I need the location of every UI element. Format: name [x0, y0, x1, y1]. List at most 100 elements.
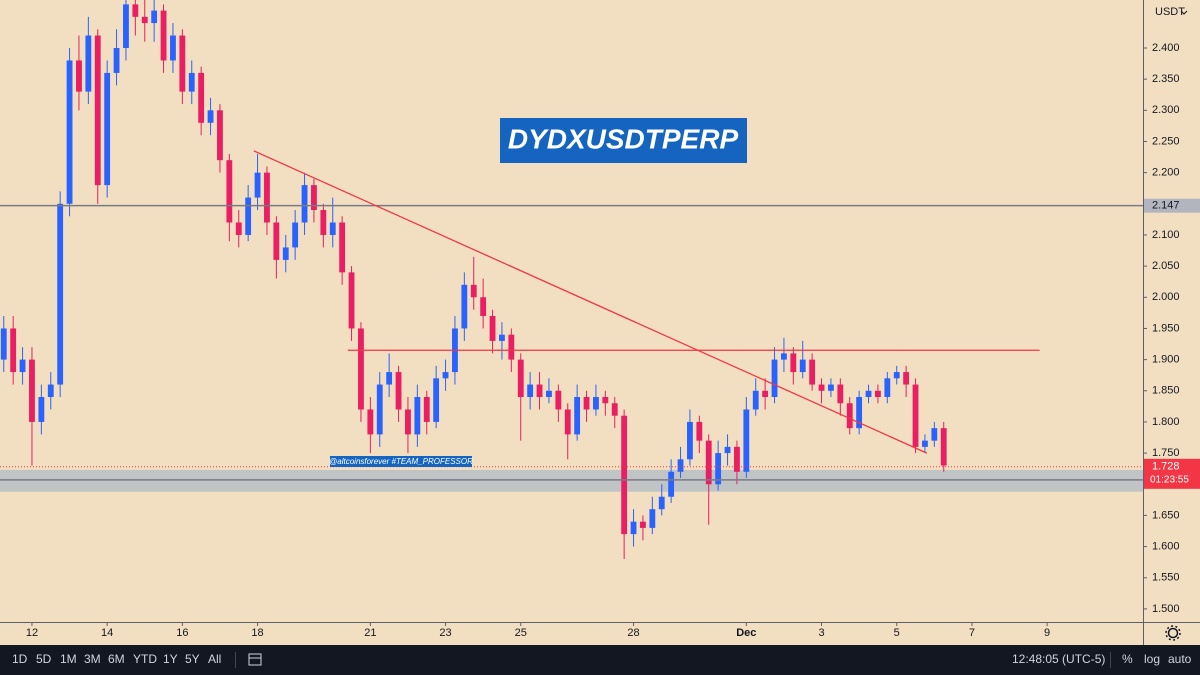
y-tick-label: 1.950 [1152, 322, 1180, 334]
candle-body [367, 409, 374, 435]
log-toggle[interactable]: log [1144, 652, 1160, 666]
range-button[interactable]: 1Y [163, 652, 178, 666]
x-tick-label: 7 [969, 627, 975, 639]
candle-body [264, 172, 270, 223]
candle-body [160, 10, 167, 61]
candle-body [414, 397, 421, 435]
range-button[interactable]: All [208, 652, 221, 666]
candle-body [339, 222, 346, 273]
candle-body [179, 35, 186, 92]
candle-body [188, 72, 195, 92]
candle-body [734, 446, 740, 472]
range-button[interactable]: 5Y [185, 652, 200, 666]
candle-body [837, 384, 844, 404]
candle-body [273, 222, 280, 260]
candle-body [602, 397, 609, 404]
candle-body [931, 428, 938, 441]
gear[interactable] [1167, 627, 1179, 639]
price-line-label: 2.147 [1152, 200, 1180, 212]
candle-body [85, 35, 92, 92]
y-tick-label: 2.050 [1152, 260, 1180, 272]
candle-body [19, 359, 26, 373]
candle-body [677, 459, 684, 472]
goto-date-button[interactable] [248, 653, 262, 666]
candle-body [809, 359, 816, 385]
range-button[interactable]: 1D [12, 652, 28, 666]
candle-body [527, 384, 534, 398]
candle-body [57, 203, 64, 385]
candle-body [348, 272, 355, 329]
candle-body [311, 185, 317, 211]
candle-body [875, 390, 881, 398]
x-tick-label: 23 [439, 627, 451, 639]
candle-body [546, 390, 552, 398]
range-button[interactable]: 1M [60, 652, 77, 666]
candle-body [752, 390, 759, 410]
y-tick-label: 2.100 [1152, 229, 1180, 241]
clock[interactable]: 12:48:05 (UTC-5) [1012, 652, 1105, 666]
candle-body [433, 378, 440, 422]
candle-body [630, 521, 637, 535]
currency-label[interactable]: USDT [1155, 6, 1185, 18]
candle-body [865, 390, 872, 398]
candle-body [329, 222, 336, 235]
toolbar-bg [0, 645, 1200, 675]
candle-body [38, 397, 45, 422]
candle-body [536, 384, 543, 398]
y-tick-label: 2.300 [1152, 104, 1180, 116]
candle-body [235, 222, 242, 235]
bottom-toolbar: 1D 5D 1M 3M 6M YTD 1Y 5Y All 12:48:05 (U… [0, 645, 1200, 675]
currency-caret[interactable] [1180, 10, 1188, 15]
candle-body [151, 10, 158, 24]
auto-toggle[interactable]: auto [1168, 652, 1192, 666]
x-tick-label: 16 [176, 627, 188, 639]
candle-body [461, 284, 468, 329]
candle-body [0, 328, 7, 360]
gear-teeth[interactable] [1165, 625, 1181, 641]
candle-body [499, 334, 505, 341]
candle-body [423, 397, 430, 422]
candle-body [123, 4, 129, 48]
settings-icon[interactable] [1165, 625, 1181, 641]
chart-title: DYDXUSDTPERP [508, 123, 739, 154]
calendar-icon[interactable] [248, 653, 262, 666]
candle-body [912, 384, 919, 447]
y-tick-label: 1.900 [1152, 354, 1180, 366]
y-tick-label: 2.400 [1152, 42, 1180, 54]
candle-body [207, 110, 214, 123]
candle-body [442, 372, 449, 379]
candle-body [640, 521, 646, 528]
percent-toggle[interactable]: % [1122, 652, 1133, 666]
candle-body [489, 315, 496, 341]
candle-body [593, 397, 599, 410]
x-tick-label: 18 [251, 627, 263, 639]
candle-body [301, 185, 308, 223]
candle-body [893, 372, 900, 379]
candle-body [828, 384, 834, 391]
watermark-bg [330, 456, 472, 467]
x-tick-label: 28 [627, 627, 639, 639]
candle-body [846, 403, 853, 429]
candle-body [564, 409, 571, 435]
candle-body [254, 172, 261, 198]
y-tick-label: 1.600 [1152, 540, 1180, 552]
candle-body [687, 421, 693, 460]
candle-body [658, 496, 665, 510]
last-price-tag [1144, 458, 1200, 489]
candle-body [66, 60, 73, 204]
y-tick-label: 1.550 [1152, 572, 1180, 584]
x-tick-label: 5 [894, 627, 900, 639]
background [0, 0, 1200, 645]
range-button[interactable]: 5D [36, 652, 52, 666]
range-button[interactable]: 3M [84, 652, 101, 666]
range-button[interactable]: YTD [133, 652, 157, 666]
candle-body [903, 372, 910, 385]
watermark: @altcoinsforever #TEAM_PROFESSOR [329, 457, 473, 466]
candle-body [508, 334, 515, 360]
x-tick-label: 25 [515, 627, 527, 639]
y-tick-label: 1.650 [1152, 509, 1180, 521]
range-button[interactable]: 6M [108, 652, 125, 666]
candle-body [470, 284, 477, 298]
y-tick-label: 2.000 [1152, 291, 1180, 303]
title-box: DYDXUSDTPERP [500, 118, 747, 163]
